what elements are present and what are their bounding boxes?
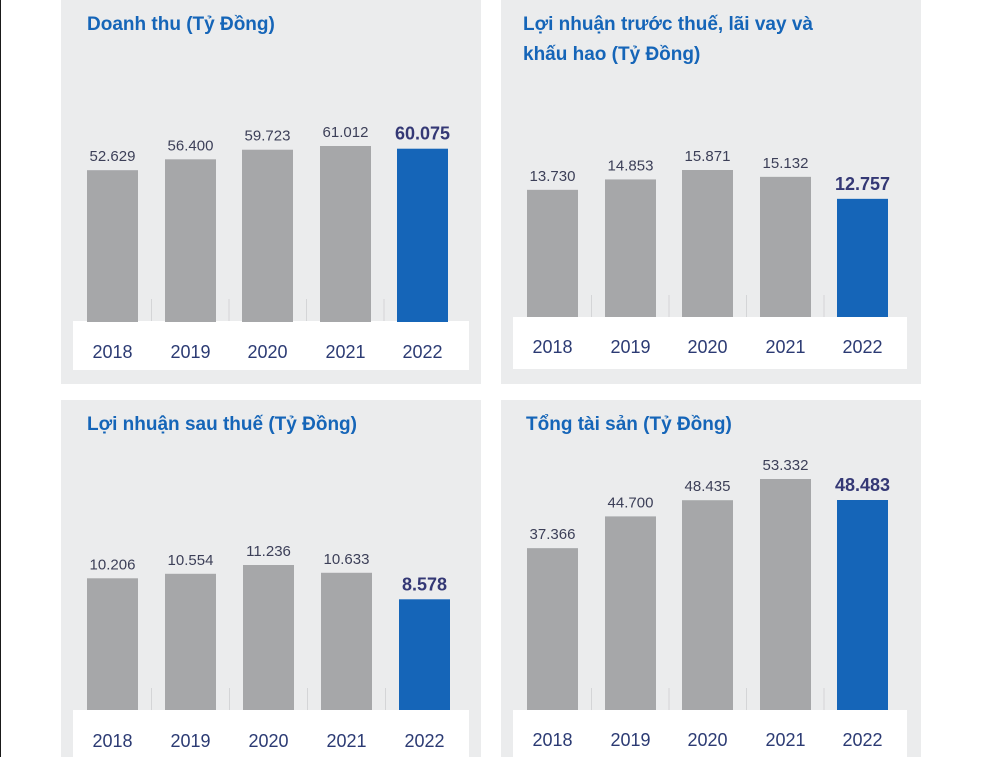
revenue-chart-panel: Doanh thu (Tỷ Đồng) 52.629 2018 56.400 2019… [61,0,481,384]
data-label: 10.554 [168,552,214,569]
x-tick-label: 2020 [247,342,287,362]
x-tick-label: 2022 [404,731,444,751]
data-label: 10.206 [90,556,136,573]
chart-title: Lợi nhuận sau thuế (Tỷ Đồng) [87,414,357,435]
x-tick-label: 2018 [532,730,572,750]
bar-highlight [837,198,888,317]
x-tick-label: 2022 [402,342,442,362]
data-label: 15.871 [685,148,731,165]
x-tick-label: 2019 [170,342,210,362]
data-label: 15.132 [763,155,809,172]
x-tick-label: 2021 [765,730,805,750]
x-tick-label: 2021 [325,342,365,362]
bar [165,573,216,710]
bar [760,176,811,317]
data-label: 61.012 [323,124,369,141]
bar [320,146,371,322]
data-label: 48.483 [835,475,890,495]
data-label: 56.400 [168,137,214,154]
net-profit-bar-chart: 10.206 2018 10.554 2019 11.236 2020 10.633 2021… [73,543,469,757]
x-tick-label: 2022 [842,730,882,750]
ebitda-bar-chart: 13.730 2018 14.853 2019 15.871 2020 15.132 2021… [513,148,907,369]
data-label: 37.366 [530,526,576,543]
bar [243,565,294,710]
bar-highlight [837,500,888,710]
bar [527,548,578,710]
data-label: 10.633 [324,551,370,568]
data-label: 48.435 [685,478,731,495]
x-tick-label: 2018 [92,731,132,751]
data-label: 44.700 [608,494,654,511]
x-axis-band [513,710,907,757]
bar [87,578,138,710]
bar [682,500,733,710]
revenue-bar-chart: 52.629 2018 56.400 2019 59.723 2020 61.012 2021… [73,124,469,370]
bar-highlight [399,599,450,710]
page-left-rule [0,0,1,757]
data-label: 60.075 [395,124,450,144]
chart-title: Doanh thu (Tỷ Đồng) [87,14,275,35]
x-tick-label: 2021 [765,337,805,357]
ebitda-chart-panel: Lợi nhuận trước thuế, lãi vay và khấu ha… [501,0,921,384]
bar [682,170,733,317]
data-label: 52.629 [90,148,136,165]
bar [165,159,216,322]
data-label: 59.723 [245,128,291,145]
net-profit-chart-panel: Lợi nhuận sau thuế (Tỷ Đồng) 10.206 2018 1… [61,400,481,757]
bar [242,149,293,322]
x-tick-label: 2022 [842,337,882,357]
x-tick-label: 2018 [532,337,572,357]
total-assets-bar-chart: 37.366 2018 44.700 2019 48.435 2020 53.332 2021… [513,457,907,757]
chart-title: Tổng tài sản (Tỷ Đồng) [526,414,732,435]
data-label: 11.236 [246,543,291,560]
bar [321,572,372,710]
data-label: 8.578 [402,574,447,594]
bar [760,479,811,710]
x-tick-label: 2019 [610,337,650,357]
x-tick-label: 2021 [326,731,366,751]
x-tick-label: 2020 [687,337,727,357]
x-tick-label: 2019 [610,730,650,750]
bar-highlight [397,148,448,322]
x-axis-band [73,710,469,757]
x-axis-band [513,317,907,369]
data-label: 13.730 [530,168,576,185]
bar [527,189,578,317]
total-assets-chart-panel: Tổng tài sản (Tỷ Đồng) 37.366 2018 44.700 2… [501,400,921,757]
x-tick-label: 2019 [170,731,210,751]
x-tick-label: 2020 [687,730,727,750]
bar [605,179,656,317]
bar [605,516,656,710]
x-tick-label: 2020 [248,731,288,751]
chart-title: Lợi nhuận trước thuế, lãi vay và khấu ha… [523,14,813,65]
data-label: 12.757 [835,174,890,194]
x-axis-band [73,321,469,370]
data-label: 14.853 [608,157,654,174]
data-label: 53.332 [763,457,809,474]
x-tick-label: 2018 [92,342,132,362]
bar [87,170,138,322]
